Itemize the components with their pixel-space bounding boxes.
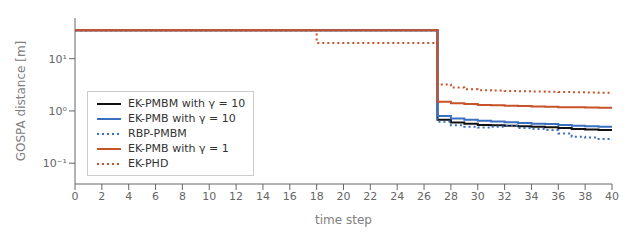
svg-text:time step: time step <box>315 213 372 227</box>
svg-text:28: 28 <box>444 190 458 203</box>
svg-text:0: 0 <box>72 190 79 203</box>
svg-text:40: 40 <box>605 190 619 203</box>
html-text:EK-PMB with γ = 1: EK-PMB with γ = 1 <box>128 142 229 155</box>
svg-text:38: 38 <box>578 190 592 203</box>
svg-text:10⁰: 10⁰ <box>49 105 68 118</box>
svg-text:20: 20 <box>337 190 351 203</box>
svg-text:24: 24 <box>390 190 404 203</box>
svg-text:14: 14 <box>256 190 270 203</box>
svg-text:10: 10 <box>202 190 216 203</box>
html-text:EK-PMBM with γ = 10: EK-PMBM with γ = 10 <box>128 97 246 110</box>
svg-text:18: 18 <box>310 190 324 203</box>
svg-text:30: 30 <box>471 190 485 203</box>
html-text:EK-PMB with γ = 10: EK-PMB with γ = 10 <box>128 112 236 125</box>
svg-text:4: 4 <box>125 190 132 203</box>
svg-text:2: 2 <box>98 190 105 203</box>
svg-text:16: 16 <box>283 190 297 203</box>
html-text:EK-PHD: EK-PHD <box>128 157 169 170</box>
svg-text:34: 34 <box>524 190 538 203</box>
svg-text:10¹: 10¹ <box>49 53 67 66</box>
svg-text:32: 32 <box>498 190 512 203</box>
html-text:RBP-PMBM: RBP-PMBM <box>128 127 187 140</box>
svg-text:10⁻¹: 10⁻¹ <box>43 157 67 170</box>
svg-text:GOSPA distance [m]: GOSPA distance [m] <box>14 41 28 162</box>
svg-text:8: 8 <box>179 190 186 203</box>
svg-text:6: 6 <box>152 190 159 203</box>
svg-text:12: 12 <box>229 190 243 203</box>
svg-text:36: 36 <box>551 190 565 203</box>
svg-text:22: 22 <box>363 190 377 203</box>
svg-text:26: 26 <box>417 190 431 203</box>
